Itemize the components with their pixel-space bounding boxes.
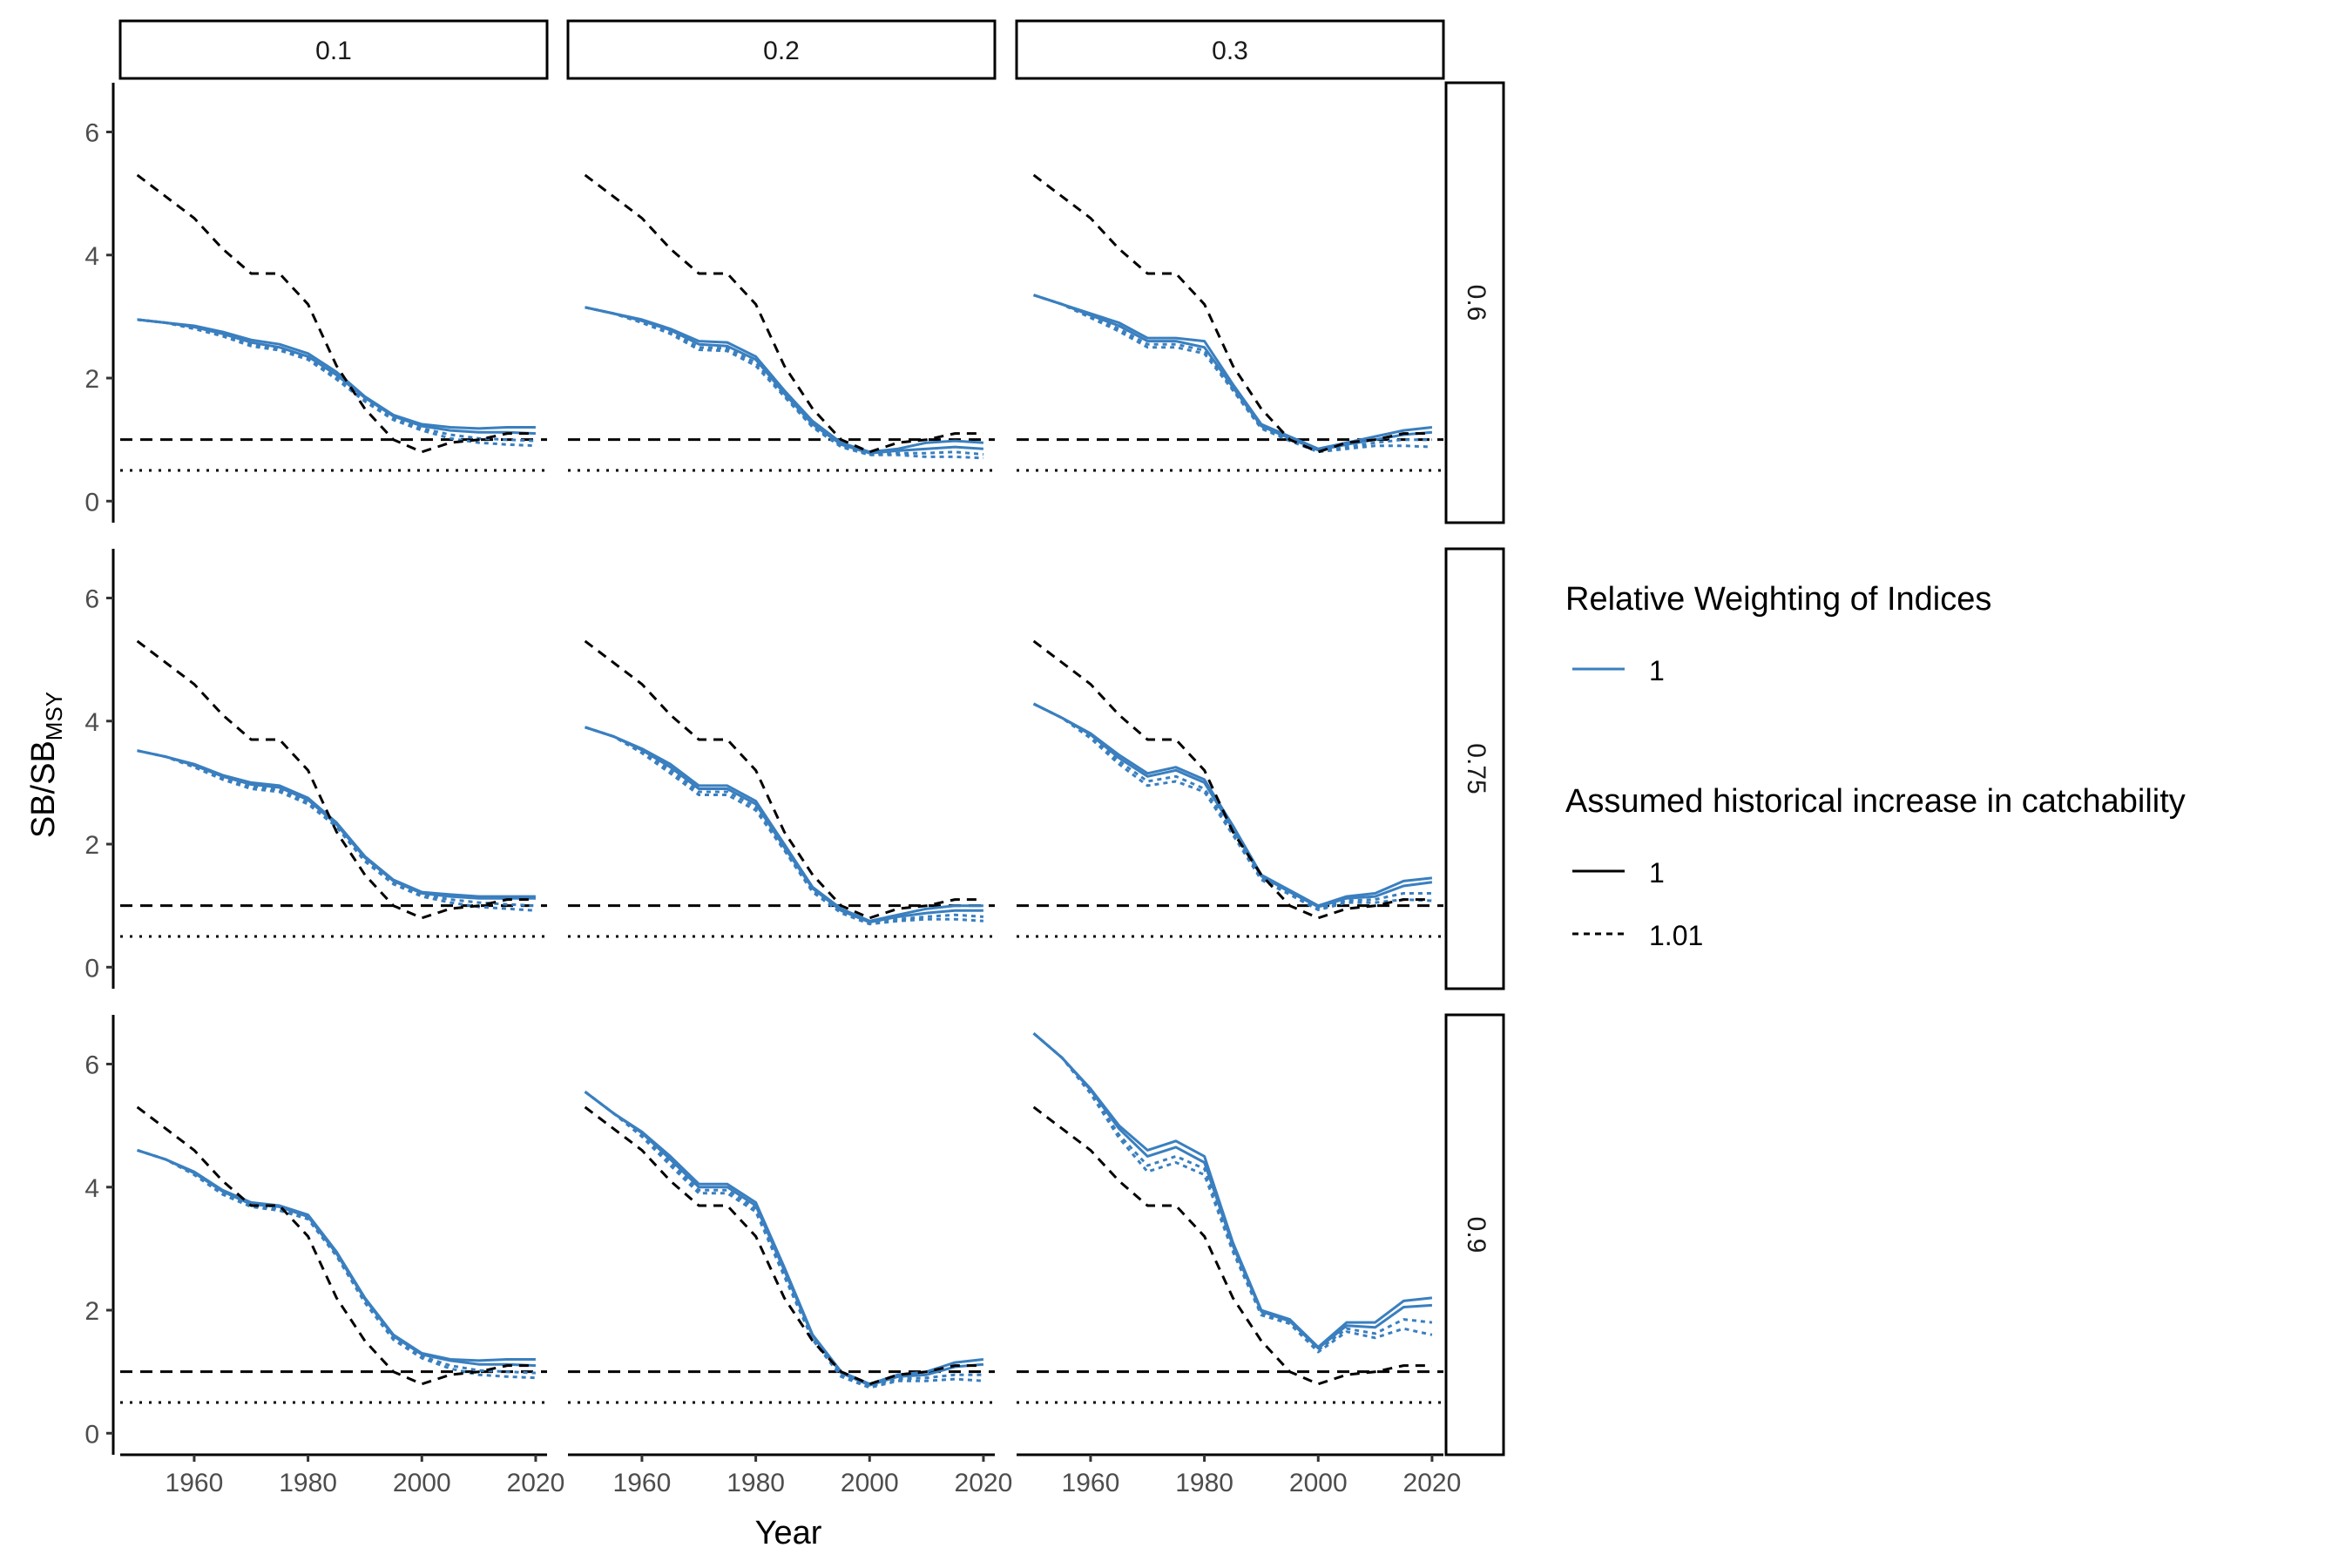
y-tick-label-2-0: 0 (84, 1420, 99, 1449)
model-line-solid-0 (137, 318, 536, 430)
model-line-solid-1 (585, 306, 983, 455)
row-strip-label-1: 0.75 (1462, 743, 1490, 794)
reference-series-line (1032, 639, 1432, 920)
model-line-dotted-0 (137, 1148, 536, 1375)
x-tick-label-2-2: 2000 (1289, 1469, 1348, 1497)
reference-series-line (1032, 173, 1432, 454)
y-tick-label-1-3: 6 (84, 585, 99, 614)
x-tick-label-0-0: 1960 (166, 1469, 224, 1497)
reference-series-line (1032, 1105, 1432, 1386)
model-line-dotted-1 (137, 749, 536, 912)
y-axis-title-sub: MSY (41, 692, 67, 740)
legend-title-catchability: Assumed historical increase in catchabil… (1565, 783, 2186, 820)
legend: Relative Weighting of Indices 1 Assumed … (1565, 581, 2186, 951)
model-line-dotted-0 (585, 726, 984, 924)
model-line-solid-1 (584, 1091, 984, 1387)
model-line-solid-1 (137, 318, 536, 436)
model-line-solid-1 (585, 726, 983, 924)
y-tick-label-1-0: 0 (84, 954, 99, 983)
column-strip-label-2: 0.3 (1212, 37, 1248, 65)
panels (120, 173, 1443, 1404)
x-tick-label-0-2: 2000 (393, 1469, 451, 1497)
reference-series-line (136, 1105, 536, 1386)
panel-0.75-0.1 (120, 639, 547, 938)
x-tick-label-2-1: 1980 (1175, 1469, 1233, 1497)
column-strip-label-0: 0.1 (315, 37, 352, 65)
model-line-solid-0 (585, 306, 983, 454)
model-line-solid-1 (137, 749, 536, 900)
panel-0.6-0.3 (1017, 173, 1443, 472)
panel-0.6-0.2 (568, 173, 995, 472)
y-tick-label-1-2: 4 (84, 708, 99, 737)
y-tick-label-0-2: 4 (84, 242, 99, 271)
panel-0.75-0.2 (568, 639, 995, 938)
row-strip-2 (1444, 1013, 1505, 1456)
x-tick-label-2-0: 1960 (1062, 1469, 1120, 1497)
panel-0.6-0.1 (120, 173, 547, 472)
y-tick-label-2-1: 2 (84, 1297, 99, 1326)
legend-label-weighting-1: 1 (1649, 655, 1665, 686)
y-axes: 0 2 4 6 0 2 4 6 0 2 4 6 (84, 83, 115, 1455)
y-tick-label-0-1: 2 (84, 365, 99, 394)
legend-title-weighting: Relative Weighting of Indices (1565, 581, 1991, 618)
model-line-dotted-1 (137, 318, 536, 448)
panel-0.75-0.3 (1017, 639, 1443, 938)
reference-series-line (136, 639, 536, 920)
panel-0.9-0.3 (1017, 1032, 1443, 1404)
legend-label-catchability-1-01: 1.01 (1649, 920, 1703, 951)
x-axes: 1960 1980 2000 2020 1960 1980 2000 2020 1960 1980… (120, 1453, 1462, 1497)
x-tick-label-2-3: 2020 (1403, 1469, 1462, 1497)
model-line-dotted-1 (584, 1091, 983, 1389)
x-axis-title: Year (755, 1515, 822, 1551)
column-strip-1 (566, 19, 997, 80)
model-line-solid-1 (137, 1148, 536, 1368)
column-strip-0 (118, 19, 549, 80)
model-line-solid-1 (1033, 294, 1433, 452)
reference-series-line (584, 639, 983, 920)
model-line-solid-0 (585, 726, 983, 923)
x-tick-label-1-0: 1960 (613, 1469, 672, 1497)
model-line-dotted-1 (137, 1148, 536, 1380)
row-strip-label-2: 0.9 (1462, 1217, 1490, 1254)
model-line-dotted-0 (584, 1091, 983, 1389)
y-tick-label-0-3: 6 (84, 119, 99, 148)
panel-0.9-0.2 (568, 1091, 995, 1404)
model-line-dotted-1 (1033, 294, 1432, 454)
model-line-dotted-1 (585, 726, 983, 926)
model-line-dotted-0 (585, 306, 984, 456)
y-tick-label-1-1: 2 (84, 831, 99, 860)
y-axis-title: SB/SBMSY (25, 692, 67, 838)
y-tick-label-0-0: 0 (84, 488, 99, 517)
x-tick-label-0-1: 1980 (279, 1469, 337, 1497)
reference-series-line (584, 173, 983, 454)
x-tick-label-0-3: 2020 (507, 1469, 565, 1497)
y-tick-label-2-3: 6 (84, 1051, 99, 1080)
column-strips: 0.1 0.2 0.3 (118, 19, 1445, 80)
model-line-solid-0 (1033, 294, 1433, 450)
model-line-solid-0 (1032, 702, 1433, 908)
row-strip-1 (1444, 547, 1505, 990)
row-strips: 0.6 0.75 0.9 (1444, 81, 1505, 1456)
model-line-dotted-1 (1032, 1032, 1433, 1354)
model-line-solid-1 (1032, 1032, 1432, 1350)
model-line-dotted-0 (137, 749, 536, 908)
row-strip-label-0: 0.6 (1462, 285, 1490, 321)
reference-series-line (136, 173, 536, 454)
column-strip-2 (1015, 19, 1445, 80)
panel-0.9-0.1 (120, 1105, 547, 1404)
y-tick-label-2-2: 4 (84, 1174, 99, 1203)
y-axis-title-main: SB/SB (25, 740, 62, 838)
row-strip-0 (1444, 81, 1505, 524)
x-tick-label-1-1: 1980 (727, 1469, 785, 1497)
model-line-dotted-1 (585, 306, 983, 460)
model-line-dotted-0 (1032, 1032, 1433, 1352)
reference-series-line (584, 1105, 983, 1386)
model-line-dotted-1 (1032, 702, 1432, 912)
legend-label-catchability-1: 1 (1649, 857, 1665, 889)
x-tick-label-1-3: 2020 (955, 1469, 1013, 1497)
column-strip-label-1: 0.2 (763, 37, 800, 65)
x-tick-label-1-2: 2000 (841, 1469, 899, 1497)
